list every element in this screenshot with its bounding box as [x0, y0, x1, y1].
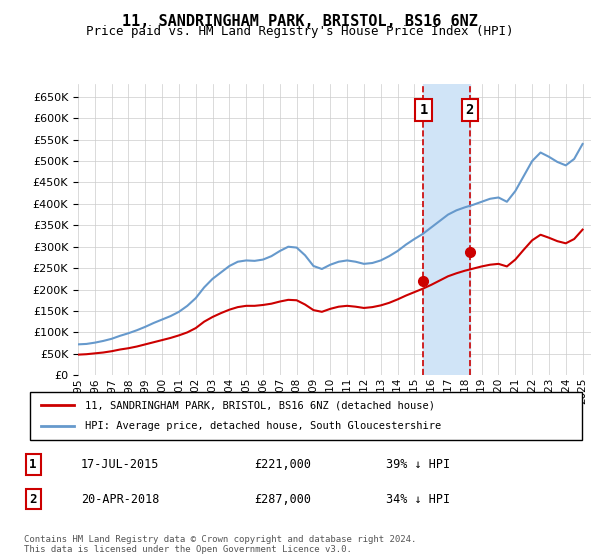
Text: 17-JUL-2015: 17-JUL-2015 [81, 458, 160, 471]
Text: 2: 2 [466, 103, 474, 117]
Bar [424, 84, 470, 375]
Text: £287,000: £287,000 [254, 492, 311, 506]
Text: 11, SANDRINGHAM PARK, BRISTOL, BS16 6NZ (detached house): 11, SANDRINGHAM PARK, BRISTOL, BS16 6NZ … [85, 400, 435, 410]
Text: 1: 1 [419, 103, 428, 117]
Text: Contains HM Land Registry data © Crown copyright and database right 2024.
This d: Contains HM Land Registry data © Crown c… [24, 535, 416, 554]
Text: 39% ↓ HPI: 39% ↓ HPI [386, 458, 451, 471]
Text: 2: 2 [29, 492, 37, 506]
FancyBboxPatch shape [30, 392, 582, 440]
Text: 20-APR-2018: 20-APR-2018 [81, 492, 160, 506]
Text: HPI: Average price, detached house, South Gloucestershire: HPI: Average price, detached house, Sout… [85, 421, 442, 431]
Text: 11, SANDRINGHAM PARK, BRISTOL, BS16 6NZ: 11, SANDRINGHAM PARK, BRISTOL, BS16 6NZ [122, 14, 478, 29]
Text: £221,000: £221,000 [254, 458, 311, 471]
Text: Price paid vs. HM Land Registry's House Price Index (HPI): Price paid vs. HM Land Registry's House … [86, 25, 514, 38]
Text: 1: 1 [29, 458, 37, 471]
Text: 34% ↓ HPI: 34% ↓ HPI [386, 492, 451, 506]
